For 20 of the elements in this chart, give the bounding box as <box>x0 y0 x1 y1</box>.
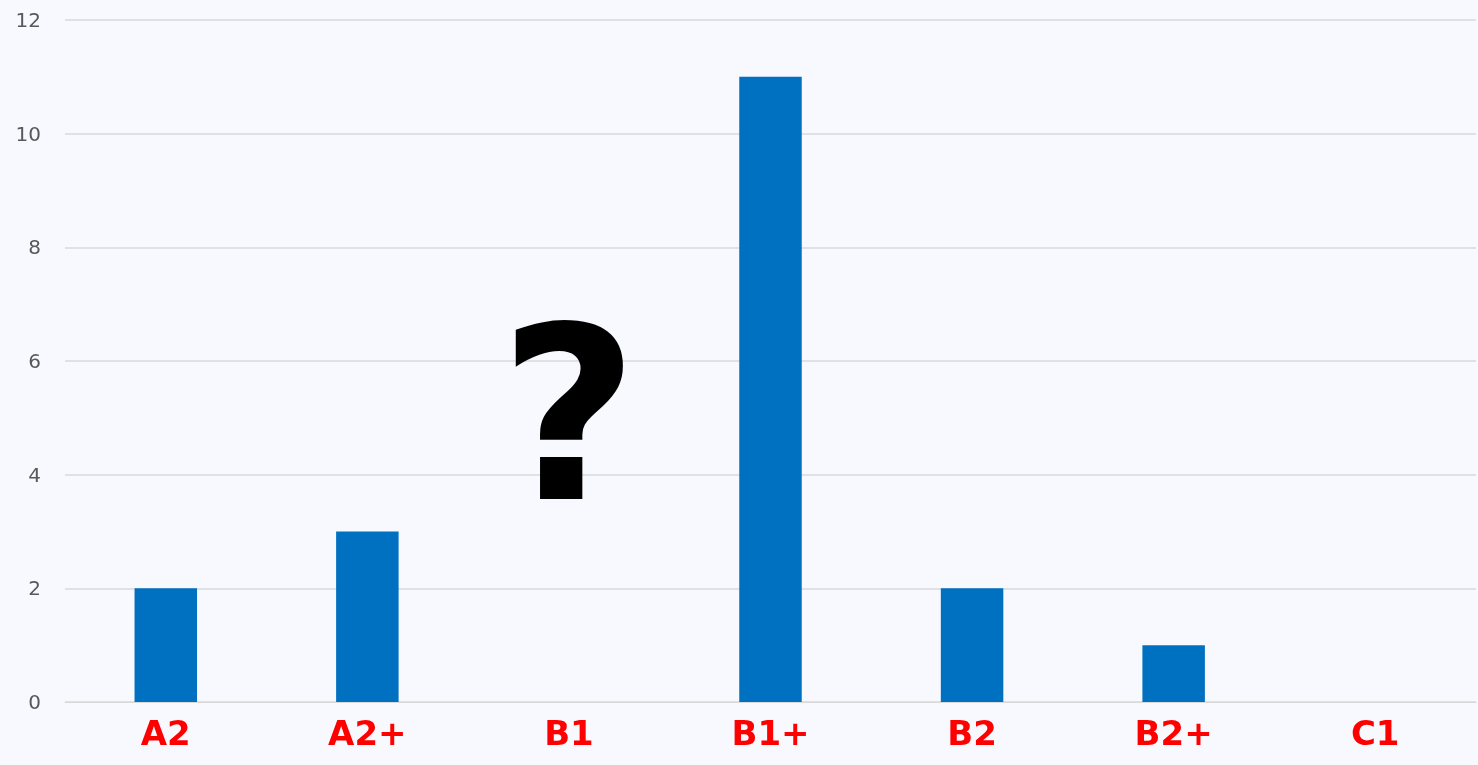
annotation: ? <box>499 275 639 556</box>
x-tick-label: B2 <box>947 713 997 753</box>
bar <box>1142 645 1205 702</box>
x-tick-label: A2+ <box>328 713 407 753</box>
x-tick-label: B2+ <box>1134 713 1213 753</box>
y-tick-label: 6 <box>28 349 41 373</box>
x-tick-label: A2 <box>140 713 191 753</box>
y-tick-label: 0 <box>28 690 41 714</box>
bar <box>940 588 1004 702</box>
y-tick-label: 10 <box>15 121 41 146</box>
x-tick-label: B1 <box>544 713 594 753</box>
y-tick-label: 8 <box>28 235 41 260</box>
y-tick-label: 12 <box>15 8 41 32</box>
bar <box>739 76 802 702</box>
x-tick-label: C1 <box>1350 713 1400 753</box>
x-tick-label: B1+ <box>731 713 810 753</box>
bar <box>336 531 399 702</box>
bar <box>134 588 198 702</box>
y-tick-label: 2 <box>28 576 41 601</box>
y-tick-label: 4 <box>28 462 41 487</box>
